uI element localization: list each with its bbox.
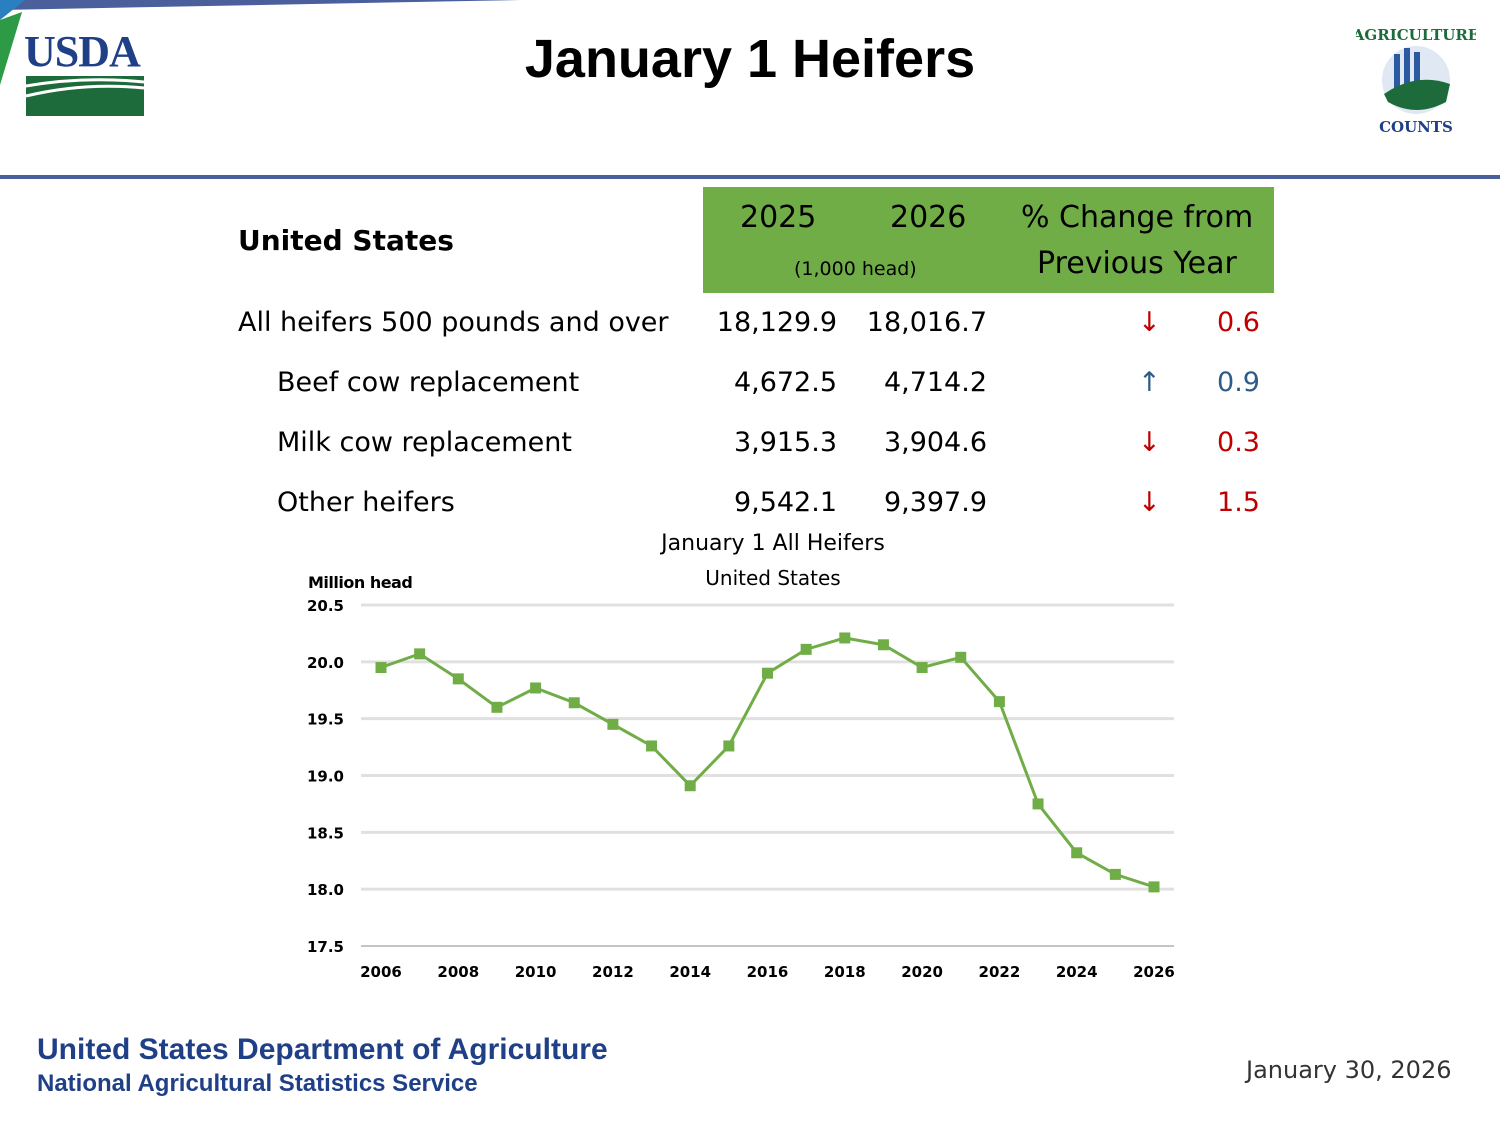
region-label: United States <box>238 224 454 257</box>
top-color-band <box>0 0 520 10</box>
y-axis-label: Million head <box>308 573 413 592</box>
row-label: Beef cow replacement <box>277 367 580 398</box>
row-value-2025: 3,915.3 <box>733 427 837 458</box>
svg-text:COUNTS: COUNTS <box>1379 118 1453 136</box>
x-tick-label: 2010 <box>515 963 557 981</box>
row-label: All heifers 500 pounds and over <box>238 307 669 338</box>
usda-logo-text: USDA <box>24 27 141 76</box>
data-point <box>1148 881 1160 893</box>
x-tick-label: 2020 <box>901 963 943 981</box>
data-point <box>839 632 851 644</box>
chart-subtitle: United States <box>705 566 841 590</box>
row-value-2026: 9,397.9 <box>883 487 987 518</box>
row-percent-change: 0.9 <box>1217 367 1260 398</box>
x-tick-label: 2014 <box>669 963 711 981</box>
page-title: January 1 Heifers <box>524 29 976 89</box>
data-point <box>1109 868 1121 880</box>
data-point <box>491 701 503 713</box>
col-change-header-1: % Change from <box>1021 200 1254 235</box>
data-point <box>530 682 542 694</box>
y-tick-label: 18.0 <box>307 881 344 899</box>
row-value-2026: 18,016.7 <box>866 307 987 338</box>
header-divider <box>0 175 1500 179</box>
x-tick-label: 2026 <box>1133 963 1175 981</box>
row-percent-change: 1.5 <box>1217 487 1260 518</box>
svg-text:AGRICULTURE: AGRICULTURE <box>1356 26 1476 44</box>
row-percent-change: 0.6 <box>1217 307 1260 338</box>
arrow-up-icon: ↑ <box>1138 367 1161 398</box>
data-point <box>916 662 928 674</box>
data-point <box>800 643 812 655</box>
y-tick-label: 18.5 <box>307 824 344 842</box>
x-tick-label: 2012 <box>592 963 634 981</box>
data-point <box>684 780 696 792</box>
row-value-2026: 4,714.2 <box>883 367 987 398</box>
data-point <box>877 639 889 651</box>
usda-logo: USDA <box>24 30 146 116</box>
usda-logo-fields <box>25 76 145 116</box>
table-header-band <box>703 187 1274 293</box>
units-label: (1,000 head) <box>794 258 917 280</box>
footer-department: United States Department of Agriculture <box>37 1033 608 1066</box>
arrow-down-icon: ↓ <box>1138 307 1161 338</box>
y-tick-label: 19.5 <box>307 711 344 729</box>
data-point <box>993 696 1005 708</box>
row-value-2025: 4,672.5 <box>733 367 837 398</box>
x-tick-label: 2018 <box>824 963 866 981</box>
arrow-down-icon: ↓ <box>1138 487 1161 518</box>
agriculture-counts-logo: AGRICULTURE COUNTS <box>1356 26 1476 136</box>
data-point <box>414 648 426 660</box>
data-point <box>568 697 580 709</box>
data-point <box>607 718 619 730</box>
row-label: Other heifers <box>277 487 455 518</box>
y-tick-label: 19.0 <box>307 768 344 786</box>
y-tick-label: 17.5 <box>307 938 344 956</box>
data-point <box>1032 798 1044 810</box>
data-point <box>1071 847 1083 859</box>
data-point <box>646 740 658 752</box>
row-value-2025: 18,129.9 <box>716 307 837 338</box>
y-tick-label: 20.5 <box>307 597 344 615</box>
arrow-down-icon: ↓ <box>1138 427 1161 458</box>
release-date: January 30, 2026 <box>1246 1056 1452 1084</box>
x-tick-label: 2016 <box>747 963 789 981</box>
data-point <box>723 740 735 752</box>
data-point <box>375 662 387 674</box>
x-tick-label: 2024 <box>1056 963 1098 981</box>
col-2025-header: 2025 <box>740 200 817 235</box>
data-point <box>452 673 464 685</box>
col-2026-header: 2026 <box>890 200 967 235</box>
x-tick-label: 2008 <box>437 963 479 981</box>
data-point <box>955 651 967 663</box>
row-percent-change: 0.3 <box>1217 427 1260 458</box>
row-value-2026: 3,904.6 <box>883 427 987 458</box>
row-label: Milk cow replacement <box>277 427 572 458</box>
row-value-2025: 9,542.1 <box>733 487 837 518</box>
col-change-header-2: Previous Year <box>1037 246 1237 281</box>
corner-decoration <box>0 0 25 85</box>
y-tick-label: 20.0 <box>307 654 344 672</box>
footer-agency: National Agricultural Statistics Service <box>37 1070 478 1097</box>
chart-title: January 1 All Heifers <box>661 531 885 556</box>
data-point <box>762 667 773 679</box>
x-tick-label: 2006 <box>360 963 402 981</box>
x-tick-label: 2022 <box>979 963 1021 981</box>
